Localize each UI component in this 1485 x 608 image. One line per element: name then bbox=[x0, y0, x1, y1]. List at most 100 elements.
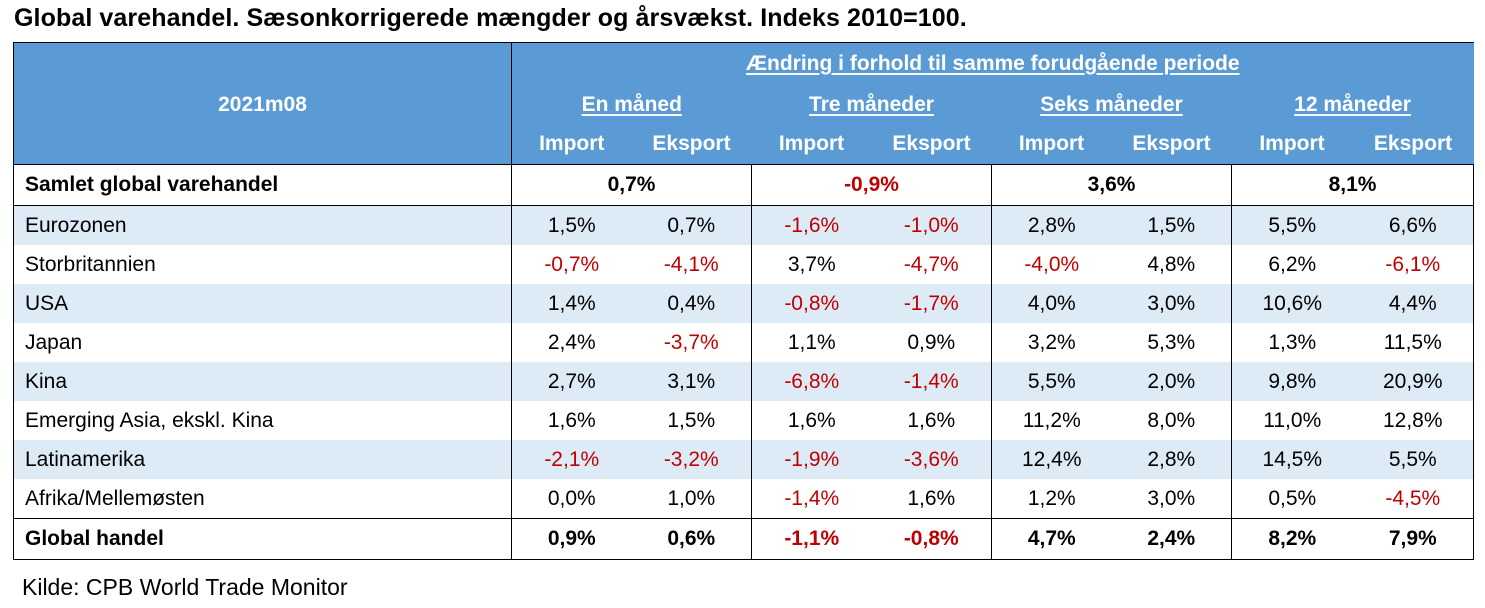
summary-value-3m: -0,9% bbox=[751, 164, 992, 206]
table-cell: 0,5% bbox=[1231, 479, 1353, 519]
table-cell: 12,8% bbox=[1352, 401, 1475, 440]
table-cell: 10,6% bbox=[1231, 284, 1353, 323]
col-import-6m: Import bbox=[991, 124, 1112, 165]
row-label: Eurozonen bbox=[13, 205, 512, 245]
table-cell: -6,1% bbox=[1352, 245, 1475, 284]
row-label: Emerging Asia, ekskl. Kina bbox=[13, 401, 512, 440]
col-export-6m: Eksport bbox=[1111, 124, 1232, 165]
table-cell: 4,8% bbox=[1147, 252, 1196, 276]
table-cell: 3,0% bbox=[1111, 284, 1232, 323]
table-cell: 6,2% bbox=[1231, 245, 1353, 284]
table-cell: 1,1% bbox=[751, 323, 872, 362]
total-cell: 0,6% bbox=[631, 518, 752, 560]
table-cell: 1,6% bbox=[751, 401, 872, 440]
table-cell: 1,6% bbox=[907, 408, 956, 432]
summary-value-6m: 3,6% bbox=[991, 164, 1232, 206]
total-cell: 7,9% bbox=[1352, 518, 1475, 560]
table-cell: 5,5% bbox=[991, 362, 1112, 401]
table-cell: 9,8% bbox=[1231, 362, 1353, 401]
table-cell: 11,0% bbox=[1231, 401, 1353, 440]
table-cell: 12,4% bbox=[991, 440, 1112, 479]
total-cell: 8,2% bbox=[1231, 518, 1353, 560]
table-cell: 3,7% bbox=[751, 245, 872, 284]
table-cell: -1,0% bbox=[871, 205, 992, 245]
table-cell: 4,4% bbox=[1352, 284, 1475, 323]
col-import-3m: Import bbox=[751, 124, 872, 165]
table-cell: 2,7% bbox=[511, 362, 632, 401]
total-cell: 2,4% bbox=[1111, 518, 1232, 560]
table-row: USA 1,4% 0,4% -0,8% -1,7% 4,0% 3,0% 10,6% 4,4% bbox=[13, 284, 1475, 323]
total-cell: 0,9% bbox=[511, 518, 632, 560]
row-label: Latinamerika bbox=[13, 440, 512, 479]
table-cell: -0,8% bbox=[751, 284, 872, 323]
table-cell: -6,8% bbox=[751, 362, 872, 401]
table-cell: 3,2% bbox=[991, 323, 1112, 362]
table-cell: 1,5% bbox=[667, 408, 716, 432]
table-cell: 11,5% bbox=[1352, 323, 1475, 362]
table-cell: 6,6% bbox=[1352, 205, 1475, 245]
source-note: Kilde: CPB World Trade Monitor bbox=[22, 574, 348, 600]
row-label: Japan bbox=[13, 323, 512, 362]
horizon-header-1m: En måned bbox=[511, 84, 752, 125]
table-cell: 2,8% bbox=[991, 205, 1112, 245]
table-cell: 2,8% bbox=[1111, 440, 1232, 479]
table-cell: 2,4% bbox=[511, 323, 632, 362]
table-cell: 1,5% bbox=[1111, 205, 1232, 245]
table-cell: 1,3% bbox=[1231, 323, 1353, 362]
table-cell: 5,3% bbox=[1147, 330, 1196, 354]
change-header: Ændring i forhold til samme forudgående … bbox=[511, 42, 1474, 85]
total-row-label: Global handel bbox=[13, 518, 512, 560]
horizon-header-3m: Tre måneder bbox=[751, 84, 992, 125]
col-export-12m: Eksport bbox=[1352, 124, 1474, 165]
col-import-12m: Import bbox=[1231, 124, 1353, 165]
table-cell: -4,7% bbox=[903, 252, 959, 276]
table-cell: 14,5% bbox=[1231, 440, 1353, 479]
table-cell: 1,0% bbox=[667, 486, 716, 510]
table-cell: 0,9% bbox=[907, 330, 956, 354]
table-cell: -3,2% bbox=[631, 440, 752, 479]
table-cell: 1,4% bbox=[511, 284, 632, 323]
table-cell: -3,7% bbox=[663, 330, 719, 354]
col-export-1m: Eksport bbox=[631, 124, 752, 165]
trade-table: 2021m08 Ændring i forhold til samme foru… bbox=[13, 42, 1475, 560]
total-cell: -0,8% bbox=[871, 518, 992, 560]
summary-row: Samlet global varehandel 0,7% -0,9% 3,6%… bbox=[13, 164, 1475, 206]
total-cell: 4,7% bbox=[991, 518, 1112, 560]
table-row: Latinamerika -2,1% -3,2% -1,9% -3,6% 12,4% 2,8… bbox=[13, 440, 1475, 479]
table-cell: -1,4% bbox=[751, 479, 872, 519]
table-cell: 3,1% bbox=[631, 362, 752, 401]
table-cell: 20,9% bbox=[1352, 362, 1475, 401]
table-row: Afrika/Mellemøsten 0,0% 1,0% -1,4% 1,6% 1,2% 3… bbox=[13, 479, 1475, 519]
table-cell: 1,5% bbox=[511, 205, 632, 245]
table-cell: 0,4% bbox=[631, 284, 752, 323]
table-row: Emerging Asia, ekskl. Kina 1,6% 1,5% 1,6% 1,… bbox=[13, 401, 1475, 440]
period-header: 2021m08 bbox=[13, 42, 512, 165]
table-cell: -1,9% bbox=[751, 440, 872, 479]
table-row: Japan 2,4% -3,7% 1,1% 0,9% 3,2% 5,3% 1,3% 11,5% bbox=[13, 323, 1475, 362]
row-label: USA bbox=[13, 284, 512, 323]
table-cell: 11,2% bbox=[991, 401, 1112, 440]
horizon-header-12m: 12 måneder bbox=[1231, 84, 1474, 125]
table-row: Kina 2,7% 3,1% -6,8% -1,4% 5,5% 2,0% 9,8% 20,9% bbox=[13, 362, 1475, 401]
table-cell: 8,0% bbox=[1147, 408, 1196, 432]
table-cell: 5,5% bbox=[1231, 205, 1353, 245]
summary-value-12m: 8,1% bbox=[1230, 164, 1475, 206]
table-cell: -1,6% bbox=[751, 205, 872, 245]
row-label: Afrika/Mellemøsten bbox=[13, 479, 512, 519]
summary-row-label: Samlet global varehandel bbox=[13, 164, 512, 206]
table-row: Storbritannien -0,7% -4,1% 3,7% -4,7% -4,0% 4,… bbox=[13, 245, 1475, 284]
col-export-3m: Eksport bbox=[871, 124, 992, 165]
horizon-header-6m: Seks måneder bbox=[991, 84, 1232, 125]
table-cell: 0,0% bbox=[511, 479, 632, 519]
table-cell: -2,1% bbox=[511, 440, 632, 479]
table-cell: 0,7% bbox=[631, 205, 752, 245]
table-cell: 4,0% bbox=[991, 284, 1112, 323]
row-label: Storbritannien bbox=[13, 245, 512, 284]
table-row: Eurozonen 1,5% 0,7% -1,6% -1,0% 2,8% 1,5% 5,5% 6… bbox=[13, 205, 1475, 245]
table-cell: -3,6% bbox=[871, 440, 992, 479]
table-cell: 5,5% bbox=[1352, 440, 1475, 479]
table-title: Global varehandel. Sæsonkorrigerede mæng… bbox=[14, 4, 967, 32]
table-cell: -0,7% bbox=[511, 245, 632, 284]
table-cell: 3,0% bbox=[1147, 486, 1196, 510]
summary-value-1m: 0,7% bbox=[511, 164, 752, 206]
